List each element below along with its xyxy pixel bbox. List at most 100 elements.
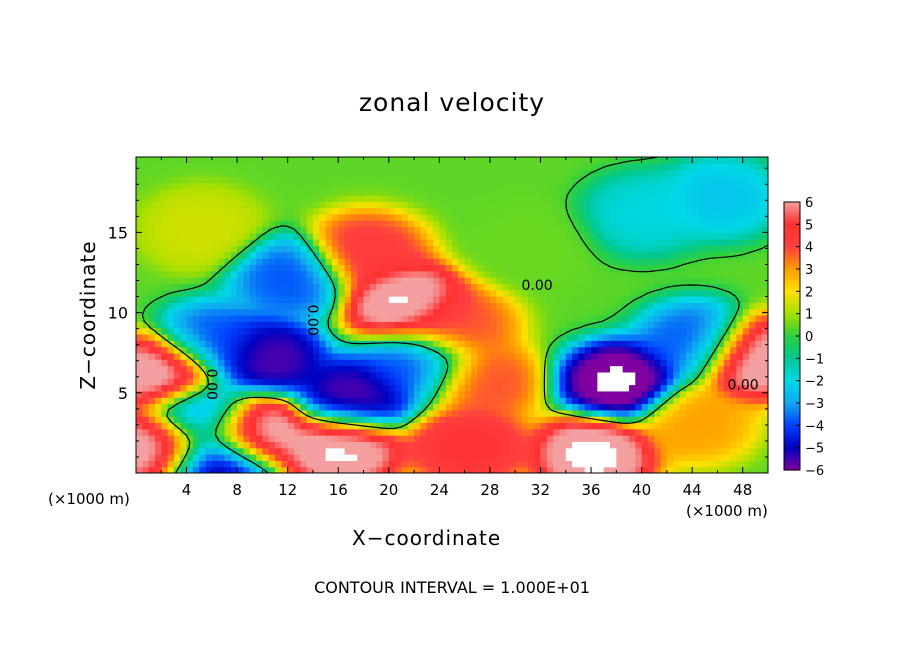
heatmap-cell	[161, 258, 169, 266]
heatmap-cell	[344, 447, 352, 455]
heatmap-cell	[553, 232, 561, 240]
heatmap-cell	[647, 428, 655, 436]
heatmap-cell	[180, 277, 188, 284]
heatmap-cell	[407, 226, 415, 234]
heatmap-cell	[553, 371, 561, 379]
heatmap-cell	[281, 428, 289, 436]
heatmap-cell	[268, 466, 276, 473]
heatmap-cell	[319, 308, 327, 316]
heatmap-cell	[540, 289, 548, 297]
heatmap-cell	[761, 302, 768, 310]
heatmap-cell	[698, 264, 706, 272]
heatmap-cell	[300, 422, 308, 430]
heatmap-cell	[749, 308, 756, 316]
heatmap-cell	[597, 226, 605, 234]
heatmap-cell	[319, 365, 327, 373]
heatmap-cell	[439, 283, 447, 291]
heatmap-cell	[452, 397, 459, 405]
heatmap-cell	[755, 289, 763, 297]
heatmap-cell	[401, 226, 409, 234]
heatmap-cell	[199, 397, 207, 405]
heatmap-cell	[319, 213, 327, 221]
heatmap-cell	[230, 371, 238, 379]
heatmap-cell	[559, 270, 567, 278]
heatmap-cell	[161, 321, 169, 329]
heatmap-cell	[685, 352, 693, 360]
heatmap-cell	[546, 220, 554, 228]
heatmap-cell	[224, 359, 232, 367]
heatmap-cell	[565, 371, 573, 379]
heatmap-cell	[736, 378, 744, 386]
heatmap-cell	[154, 315, 162, 322]
heatmap-cell	[224, 346, 232, 354]
heatmap-cell	[237, 403, 245, 411]
heatmap-cell	[224, 232, 232, 240]
heatmap-cell	[249, 264, 257, 272]
heatmap-cell	[300, 466, 308, 473]
heatmap-cell	[275, 409, 282, 417]
heatmap-cell	[546, 441, 554, 449]
heatmap-cell	[723, 466, 731, 473]
heatmap-cell	[628, 182, 636, 190]
heatmap-cell	[376, 416, 384, 424]
heatmap-cell	[249, 232, 257, 240]
heatmap-cell	[521, 220, 529, 228]
heatmap-cell	[148, 416, 156, 424]
heatmap-cell	[666, 327, 674, 335]
heatmap-cell	[136, 333, 143, 341]
heatmap-cell	[502, 213, 510, 221]
heatmap-cell	[350, 226, 358, 234]
heatmap-cell	[483, 327, 491, 335]
heatmap-cell	[508, 245, 516, 253]
heatmap-cell	[325, 435, 333, 442]
heatmap-cell	[736, 277, 744, 284]
heatmap-cell	[338, 258, 346, 266]
heatmap-cell	[325, 384, 333, 392]
heatmap-cell	[439, 258, 447, 266]
heatmap-cell	[439, 340, 447, 348]
heatmap-cell	[275, 207, 282, 215]
heatmap-cell	[388, 296, 396, 303]
heatmap-cell	[363, 245, 371, 253]
heatmap-cell	[578, 277, 586, 284]
heatmap-cell	[312, 232, 320, 240]
heatmap-cell	[483, 232, 491, 240]
heatmap-cell	[660, 422, 668, 430]
heatmap-cell	[218, 416, 226, 424]
heatmap-cell	[205, 454, 213, 461]
heatmap-cell	[755, 327, 763, 335]
heatmap-cell	[603, 277, 611, 284]
heatmap-cell	[369, 371, 377, 379]
heatmap-cell	[249, 175, 257, 183]
heatmap-cell	[426, 169, 434, 177]
heatmap-cell	[464, 245, 472, 253]
heatmap-cell	[477, 378, 485, 386]
heatmap-cell	[382, 207, 390, 215]
heatmap-cell	[534, 283, 542, 291]
heatmap-cell	[698, 466, 706, 473]
heatmap-cell	[180, 182, 188, 190]
heatmap-cell	[376, 359, 384, 367]
heatmap-cell	[224, 308, 232, 316]
heatmap-cell	[167, 188, 175, 196]
heatmap-cell	[685, 283, 693, 291]
heatmap-cell	[192, 403, 200, 411]
heatmap-cell	[761, 201, 768, 209]
heatmap-cell	[445, 416, 453, 424]
heatmap-cell	[136, 188, 143, 196]
heatmap-cell	[275, 213, 282, 221]
heatmap-cell	[540, 270, 548, 278]
heatmap-cell	[369, 422, 377, 430]
heatmap-cell	[470, 378, 478, 386]
heatmap-cell	[414, 226, 421, 234]
heatmap-cell	[749, 346, 756, 354]
heatmap-cell	[173, 315, 181, 322]
heatmap-cell	[489, 454, 497, 461]
heatmap-cell	[679, 258, 687, 266]
heatmap-cell	[685, 163, 693, 171]
heatmap-cell	[300, 264, 308, 272]
heatmap-cell	[635, 302, 643, 310]
heatmap-cell	[268, 264, 276, 272]
heatmap-cell	[584, 441, 592, 449]
heatmap-cell	[167, 264, 175, 272]
